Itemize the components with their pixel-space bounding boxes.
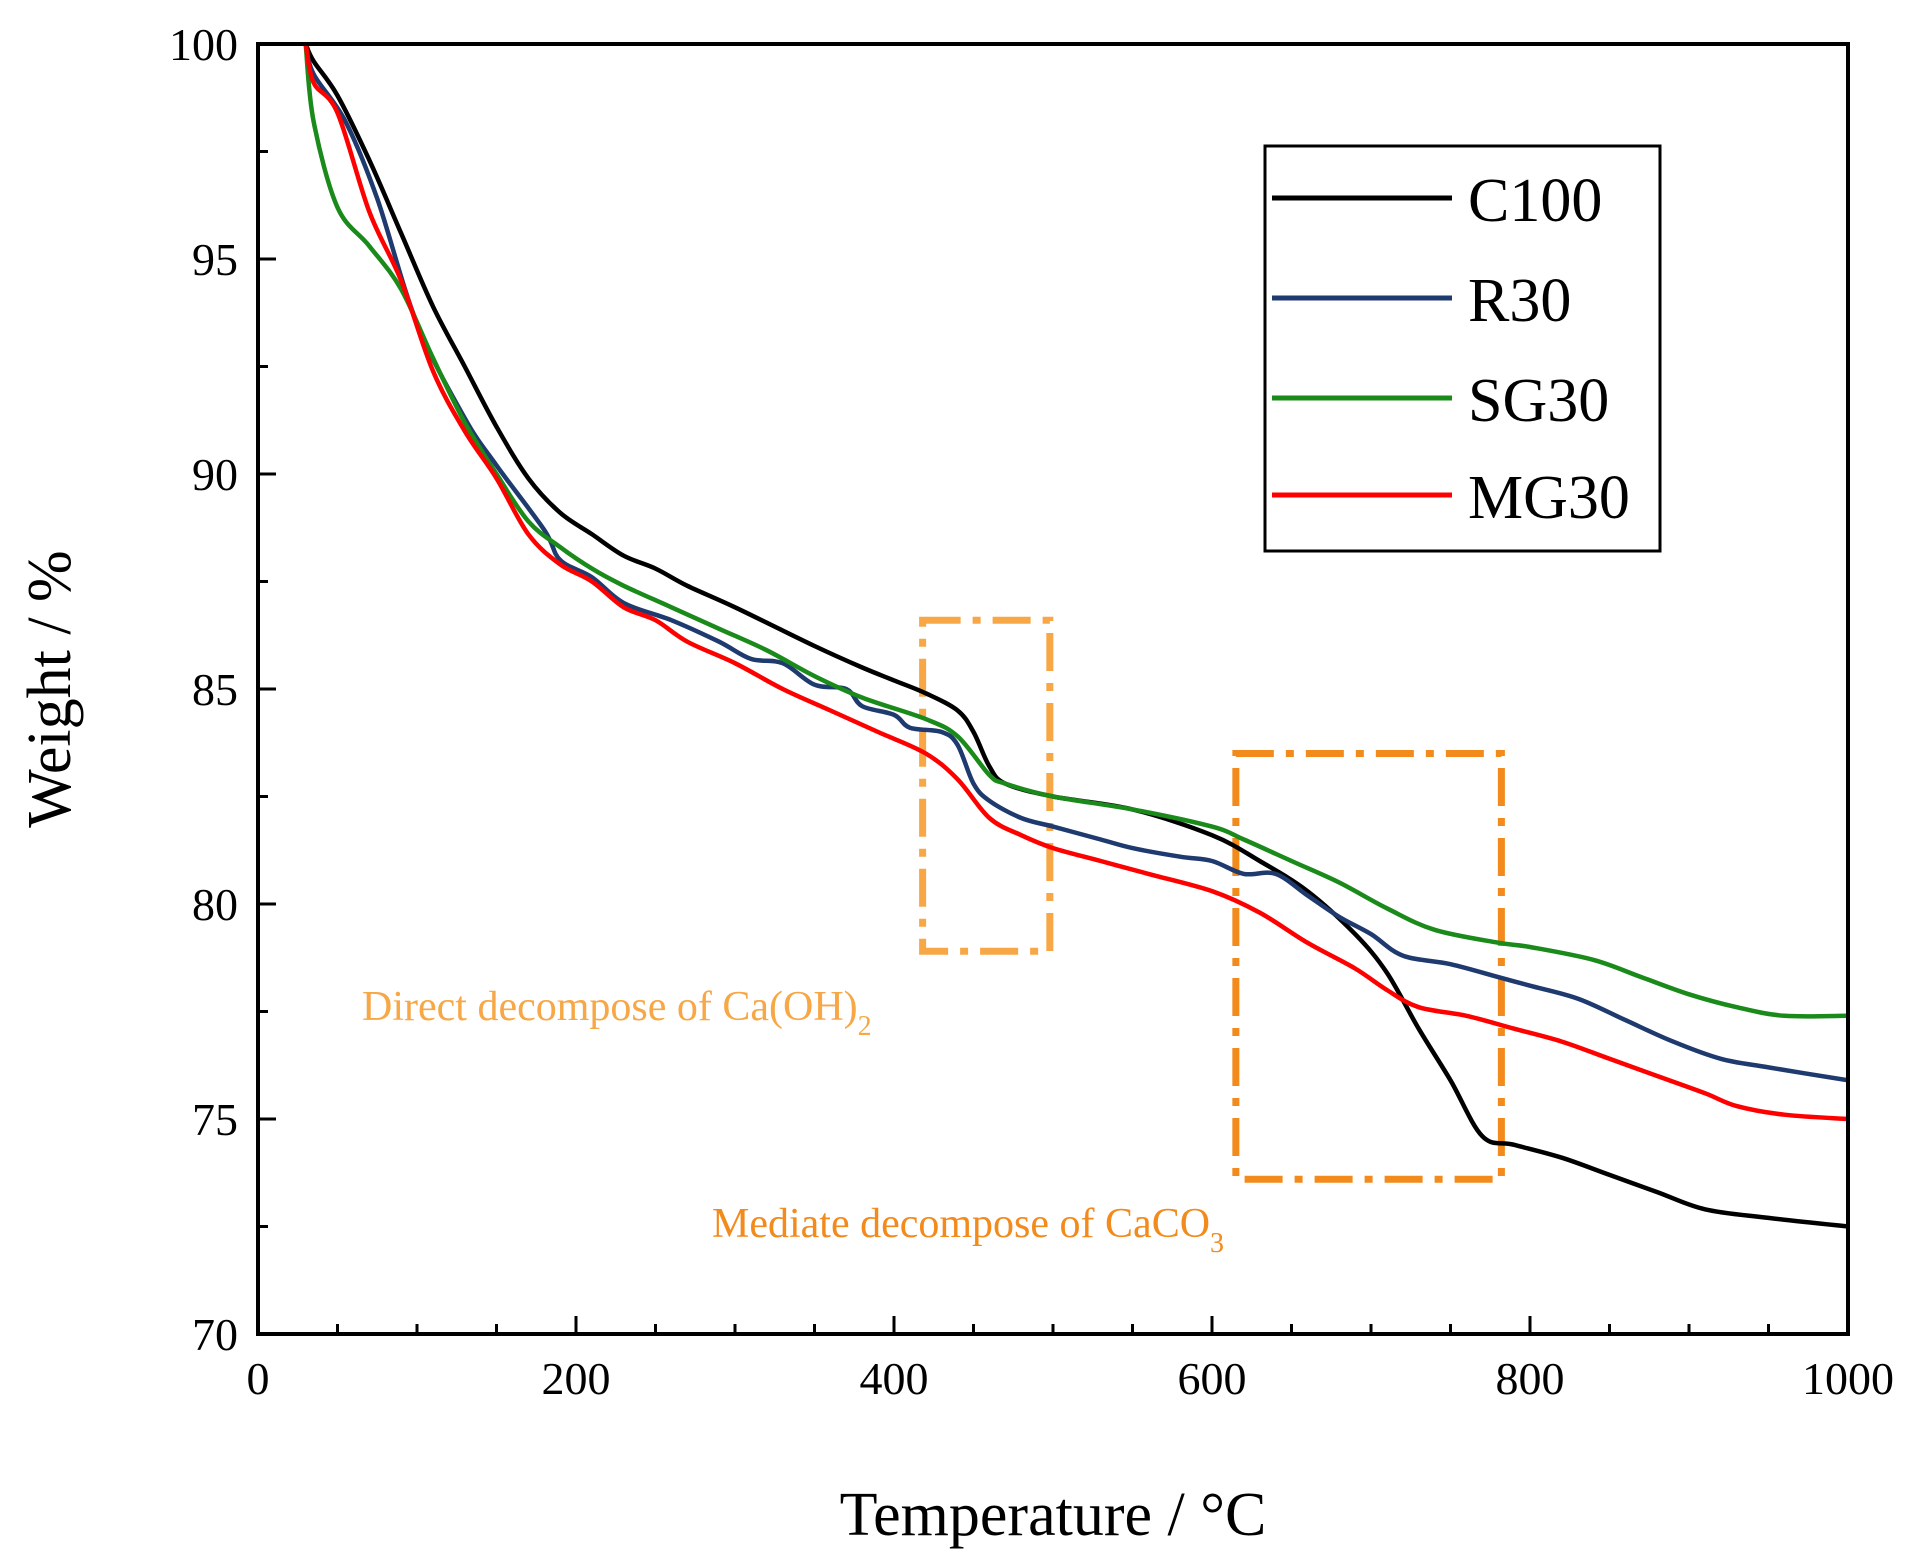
annotation-caco3-label: Mediate decompose of CaCO3 [712, 1201, 1224, 1259]
x-tick-label: 600 [1178, 1353, 1247, 1404]
legend-item-mg30: MG30 [1272, 464, 1630, 532]
legend-label-c100: C100 [1468, 167, 1602, 235]
legend: C100 R30 SG30 MG30 [1263, 144, 1662, 553]
x-tick-label: 400 [860, 1353, 929, 1404]
annotation-ca-oh2-box [919, 616, 1054, 955]
annotation-labels: Direct decompose of Ca(OH)2 Mediate deco… [362, 984, 1224, 1259]
series-layer [303, 44, 1848, 1229]
legend-label-sg30: SG30 [1468, 367, 1609, 435]
y-axis-ticks: 70 75 80 85 90 95 100 [169, 19, 276, 1360]
legend-label-r30: R30 [1468, 267, 1571, 335]
series-line-c100 [303, 44, 1848, 1229]
x-tick-label: 1000 [1802, 1353, 1894, 1404]
series-line-mg30 [303, 44, 1848, 1122]
y-tick-label: 100 [169, 19, 238, 70]
series-line-r30 [303, 44, 1848, 1083]
legend-frame [1263, 144, 1662, 553]
legend-item-r30: R30 [1272, 267, 1571, 335]
annotation-caco3-subscript: 3 [1210, 1228, 1224, 1259]
annotation-ca-oh2-label: Direct decompose of Ca(OH)2 [362, 984, 872, 1042]
x-tick-label: 200 [542, 1353, 611, 1404]
annotation-caco3-box [1232, 750, 1505, 1183]
legend-item-c100: C100 [1272, 167, 1602, 235]
y-tick-label: 75 [192, 1094, 238, 1145]
y-tick-label: 80 [192, 879, 238, 930]
series-line-sg30 [303, 44, 1848, 1019]
legend-item-sg30: SG30 [1272, 367, 1609, 435]
y-axis-title: Weight / % [16, 550, 84, 827]
x-axis-title: Temperature / °C [840, 1481, 1267, 1549]
x-axis-ticks: 0 200 400 600 800 1000 [247, 1316, 1894, 1404]
y-tick-label: 70 [192, 1309, 238, 1360]
legend-label-mg30: MG30 [1468, 464, 1630, 532]
annotation-ca-oh2-subscript: 2 [858, 1011, 872, 1042]
y-tick-label: 90 [192, 449, 238, 500]
y-tick-label: 85 [192, 664, 238, 715]
annotation-boxes [919, 616, 1505, 1183]
y-tick-label: 95 [192, 234, 238, 285]
x-tick-label: 800 [1496, 1353, 1565, 1404]
x-tick-label: 0 [247, 1353, 270, 1404]
